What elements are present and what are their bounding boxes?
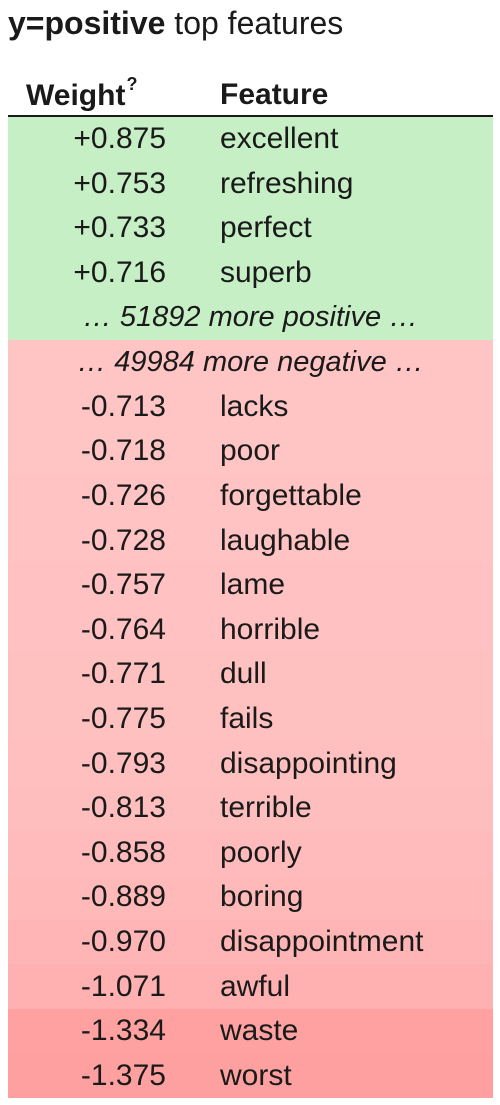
table-row: -0.970 disappointment xyxy=(8,919,493,965)
table-row: +0.753 refreshing xyxy=(8,161,493,207)
weight-cell: +0.733 xyxy=(73,211,166,245)
feature-cell: excellent xyxy=(220,122,339,156)
weight-cell: +0.716 xyxy=(73,256,166,290)
table-row: -0.793 disappointing xyxy=(8,741,493,786)
table-row: -0.889 boring xyxy=(8,875,493,920)
weight-cell: -1.375 xyxy=(80,1058,166,1092)
table-row: -0.718 poor xyxy=(8,429,493,474)
table-row: -1.071 awful xyxy=(8,964,493,1009)
table-row: +0.875 excellent xyxy=(8,117,493,162)
title-suffix: top features xyxy=(165,5,344,41)
feature-weights-table: Weight? Feature +0.875 excellent +0.753 ref… xyxy=(8,74,493,1099)
feature-cell: poor xyxy=(220,434,281,468)
weight-cell: -1.071 xyxy=(80,969,166,1003)
table-row: +0.716 superb xyxy=(8,250,493,296)
feature-cell: refreshing xyxy=(220,166,354,200)
more-positive-summary: … 51892 more positive … xyxy=(8,295,493,340)
table-row: -0.757 lame xyxy=(8,562,493,608)
table-row: -0.775 fails xyxy=(8,696,493,742)
table-row: -0.813 terrible xyxy=(8,785,493,831)
feature-cell: fails xyxy=(220,702,274,736)
table-row: -0.728 laughable xyxy=(8,518,493,563)
weight-column-header: Weight? xyxy=(8,74,214,113)
more-negative-summary: … 49984 more negative … xyxy=(8,339,493,385)
feature-column-header: Feature xyxy=(220,78,329,111)
feature-cell: poorly xyxy=(220,835,302,869)
table-row: -1.334 waste xyxy=(8,1008,493,1054)
table-row: -0.771 dull xyxy=(8,652,493,697)
weight-cell: -0.813 xyxy=(80,791,166,825)
target-label: y=positive xyxy=(8,5,166,41)
weight-cell: -0.726 xyxy=(80,479,166,513)
table-row: -0.858 poorly xyxy=(8,830,493,876)
weight-cell: +0.875 xyxy=(73,122,166,156)
feature-cell: awful xyxy=(220,969,291,1003)
weight-cell: -0.718 xyxy=(80,434,166,468)
weight-cell: -0.889 xyxy=(80,880,166,914)
weight-cell: -0.793 xyxy=(80,746,166,780)
feature-cell: perfect xyxy=(220,211,312,245)
weight-cell: -0.771 xyxy=(80,657,166,691)
weight-header-label: Weight xyxy=(26,78,126,112)
weight-cell: -0.757 xyxy=(80,568,166,602)
feature-cell: disappointing xyxy=(220,746,397,780)
feature-cell: terrible xyxy=(220,791,312,825)
weight-cell: -0.728 xyxy=(80,523,166,557)
table-header: Weight? Feature xyxy=(8,74,493,117)
table-row: -0.713 lacks xyxy=(8,384,493,430)
weight-cell: -0.775 xyxy=(80,702,166,736)
table-body: +0.875 excellent +0.753 refreshing +0.733 per… xyxy=(8,117,493,1099)
feature-cell: disappointment xyxy=(220,924,424,958)
feature-cell: laughable xyxy=(220,523,351,557)
table-row: -0.764 horrible xyxy=(8,607,493,653)
feature-cell: waste xyxy=(220,1014,299,1048)
weight-cell: -1.334 xyxy=(80,1014,166,1048)
weight-cell: +0.753 xyxy=(73,166,166,200)
explanation-title: y=positive top features xyxy=(8,0,343,50)
table-row: +0.733 perfect xyxy=(8,206,493,251)
table-row: -0.726 forgettable xyxy=(8,473,493,519)
feature-cell: worst xyxy=(220,1058,292,1092)
feature-cell: dull xyxy=(220,657,267,691)
weight-cell: -0.713 xyxy=(80,389,166,423)
feature-cell: lacks xyxy=(220,389,289,423)
feature-cell: superb xyxy=(220,256,312,290)
feature-cell: boring xyxy=(220,880,304,914)
table-row: -1.375 worst xyxy=(8,1053,493,1099)
feature-cell: lame xyxy=(220,568,286,602)
weight-cell: -0.970 xyxy=(80,924,166,958)
feature-cell: horrible xyxy=(220,612,321,646)
feature-cell: forgettable xyxy=(220,479,362,513)
weight-cell: -0.858 xyxy=(80,835,166,869)
weight-help-icon[interactable]: ? xyxy=(126,73,138,94)
weight-cell: -0.764 xyxy=(80,612,166,646)
